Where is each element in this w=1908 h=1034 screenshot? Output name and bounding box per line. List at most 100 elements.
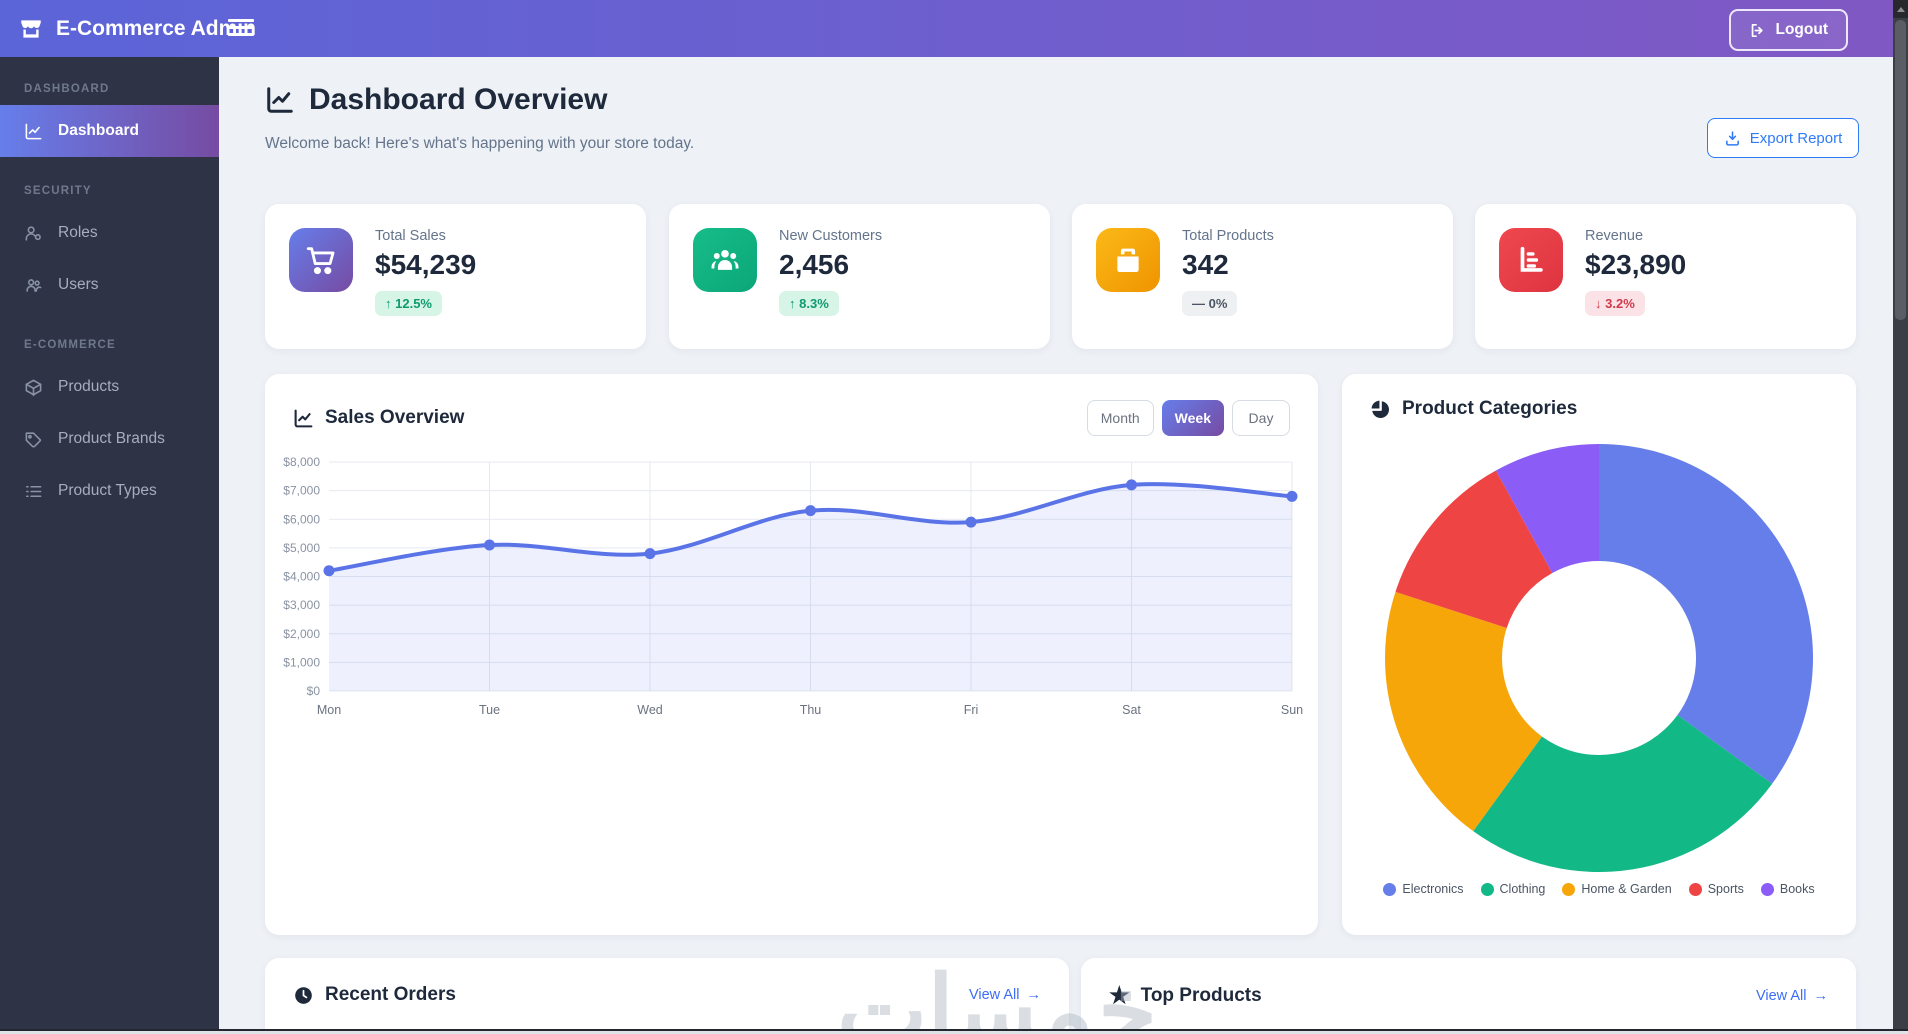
- svg-text:Wed: Wed: [637, 703, 663, 717]
- dash-icon: —: [1192, 296, 1205, 311]
- app-brand: E-Commerce Admin: [0, 16, 256, 42]
- recent-orders-title: Recent Orders: [293, 984, 456, 1006]
- scrollbar-up-arrow[interactable]: [1893, 0, 1908, 18]
- stat-value: $23,890: [1585, 249, 1687, 280]
- customers-icon: [693, 228, 757, 292]
- list-icon: [25, 485, 42, 497]
- sales-overview-card: Sales Overview Month Week Day $0 $1,000 $2…: [265, 374, 1318, 935]
- range-button-week[interactable]: Week: [1161, 400, 1224, 436]
- sidebar-item-users[interactable]: Users: [0, 259, 219, 311]
- stat-card-new-customers: New Customers 2,456 ↑ 8.3%: [669, 204, 1050, 349]
- legend-dot-icon: [1480, 882, 1494, 896]
- sidebar-section-security: SECURITY: [24, 185, 92, 197]
- top-products-view-all-link[interactable]: View All →: [1755, 987, 1829, 1004]
- stat-card-total-sales: Total Sales $54,239 ↑ 12.5%: [265, 204, 646, 349]
- svg-text:$0: $0: [307, 684, 321, 698]
- svg-text:$1,000: $1,000: [283, 655, 320, 669]
- page-subtitle: Welcome back! Here's what's happening wi…: [265, 135, 695, 152]
- product-categories-title: Product Categories: [1370, 398, 1828, 420]
- users-icon: [26, 278, 42, 292]
- stat-label: New Customers: [779, 228, 883, 244]
- window-bottom-edge: [0, 1029, 1908, 1034]
- sidebar: DASHBOARD Dashboard SECURITY Roles Users…: [0, 57, 219, 1029]
- svg-text:Tue: Tue: [479, 703, 500, 717]
- sidebar-item-product-types[interactable]: Product Types: [0, 465, 219, 517]
- arrow-right-icon: →: [1026, 987, 1042, 1003]
- user-role-icon: [25, 225, 41, 241]
- star-icon: ★: [1109, 982, 1130, 1008]
- legend-item-home-garden[interactable]: Home & Garden: [1562, 882, 1672, 896]
- stat-value: 2,456: [779, 249, 850, 280]
- legend-dot-icon: [1760, 882, 1774, 896]
- svg-text:$3,000: $3,000: [283, 598, 320, 612]
- range-button-day[interactable]: Day: [1232, 400, 1290, 436]
- top-products-card: ★ Top Products View All →: [1081, 958, 1856, 1029]
- menu-toggle-icon[interactable]: [228, 14, 254, 40]
- legend-item-books[interactable]: Books: [1760, 882, 1815, 896]
- export-report-button[interactable]: Export Report: [1707, 118, 1859, 158]
- svg-text:Mon: Mon: [317, 703, 341, 717]
- svg-text:$2,000: $2,000: [283, 627, 320, 641]
- range-toggle-group: Month Week Day: [1086, 400, 1290, 436]
- top-navbar: E-Commerce Admin Logout: [0, 0, 1893, 57]
- download-icon: [1725, 130, 1739, 146]
- arrow-up-icon: ↑: [385, 296, 392, 311]
- logout-label: Logout: [1775, 21, 1828, 38]
- arrow-right-icon: →: [1813, 987, 1829, 1004]
- clock-icon: [295, 986, 312, 1004]
- svg-text:Thu: Thu: [800, 703, 822, 717]
- sales-line-chart: $0 $1,000 $2,000 $3,000 $4,000 $5,000 $6,000 $7…: [283, 455, 1303, 717]
- legend-item-clothing[interactable]: Clothing: [1480, 882, 1545, 896]
- stat-change-badge: ↑ 12.5%: [375, 291, 442, 316]
- tag-icon: [25, 431, 42, 448]
- sales-overview-title: Sales Overview: [293, 407, 464, 429]
- stat-card-revenue: Revenue $23,890 ↓ 3.2%: [1475, 204, 1856, 349]
- page-title: Dashboard Overview: [265, 83, 607, 117]
- legend-dot-icon: [1688, 882, 1702, 896]
- legend-item-sports[interactable]: Sports: [1688, 882, 1744, 896]
- arrow-up-icon: ↑: [789, 296, 796, 311]
- storefront-icon: [21, 19, 41, 38]
- stat-label: Total Sales: [375, 228, 446, 244]
- chart-line-icon: [294, 409, 313, 427]
- stat-change-badge: ↑ 8.3%: [779, 291, 839, 316]
- chart-line-icon: [267, 87, 293, 113]
- stat-change-badge: — 0%: [1182, 291, 1238, 316]
- sidebar-item-roles[interactable]: Roles: [0, 207, 219, 259]
- legend-item-electronics[interactable]: Electronics: [1383, 882, 1464, 896]
- legend-dot-icon: [1383, 882, 1397, 896]
- stat-value: $54,239: [375, 249, 477, 280]
- vertical-scrollbar[interactable]: [1893, 0, 1908, 1034]
- svg-text:$8,000: $8,000: [283, 455, 320, 469]
- svg-text:$6,000: $6,000: [283, 512, 320, 526]
- product-box-icon: [1096, 228, 1160, 292]
- sidebar-section-dashboard: DASHBOARD: [24, 83, 110, 95]
- stat-label: Total Products: [1182, 228, 1274, 244]
- svg-text:Fri: Fri: [964, 703, 979, 717]
- product-categories-card: Product Categories Electronics Clothing Ho…: [1342, 374, 1856, 935]
- scrollbar-thumb[interactable]: [1895, 20, 1906, 320]
- svg-text:$7,000: $7,000: [283, 484, 320, 498]
- box-icon: [25, 379, 42, 396]
- range-button-month[interactable]: Month: [1086, 400, 1154, 436]
- legend-dot-icon: [1562, 882, 1576, 896]
- sidebar-item-dashboard[interactable]: Dashboard: [0, 105, 219, 157]
- stat-card-total-products: Total Products 342 — 0%: [1072, 204, 1453, 349]
- sidebar-item-products[interactable]: Products: [0, 361, 219, 413]
- recent-orders-view-all-link[interactable]: View All →: [968, 987, 1042, 1003]
- recent-orders-card: Recent Orders View All →: [265, 958, 1069, 1029]
- sidebar-item-product-brands[interactable]: Product Brands: [0, 413, 219, 465]
- bar-chart-icon: [1499, 228, 1563, 292]
- donut-legend: Electronics Clothing Home & Garden Sports Bo…: [1342, 882, 1856, 896]
- svg-text:Sat: Sat: [1122, 703, 1141, 717]
- categories-donut-chart: [1385, 444, 1813, 872]
- top-products-title: ★ Top Products: [1109, 982, 1262, 1008]
- app-title: E-Commerce Admin: [56, 16, 256, 40]
- stat-value: 342: [1182, 249, 1229, 280]
- pie-chart-icon: [1371, 400, 1389, 418]
- chart-line-icon: [25, 123, 42, 139]
- logout-button[interactable]: Logout: [1729, 9, 1848, 51]
- arrow-down-icon: ↓: [1595, 296, 1602, 311]
- svg-text:Sun: Sun: [1281, 703, 1303, 717]
- main-content: Dashboard Overview Welcome back! Here's …: [219, 57, 1893, 1029]
